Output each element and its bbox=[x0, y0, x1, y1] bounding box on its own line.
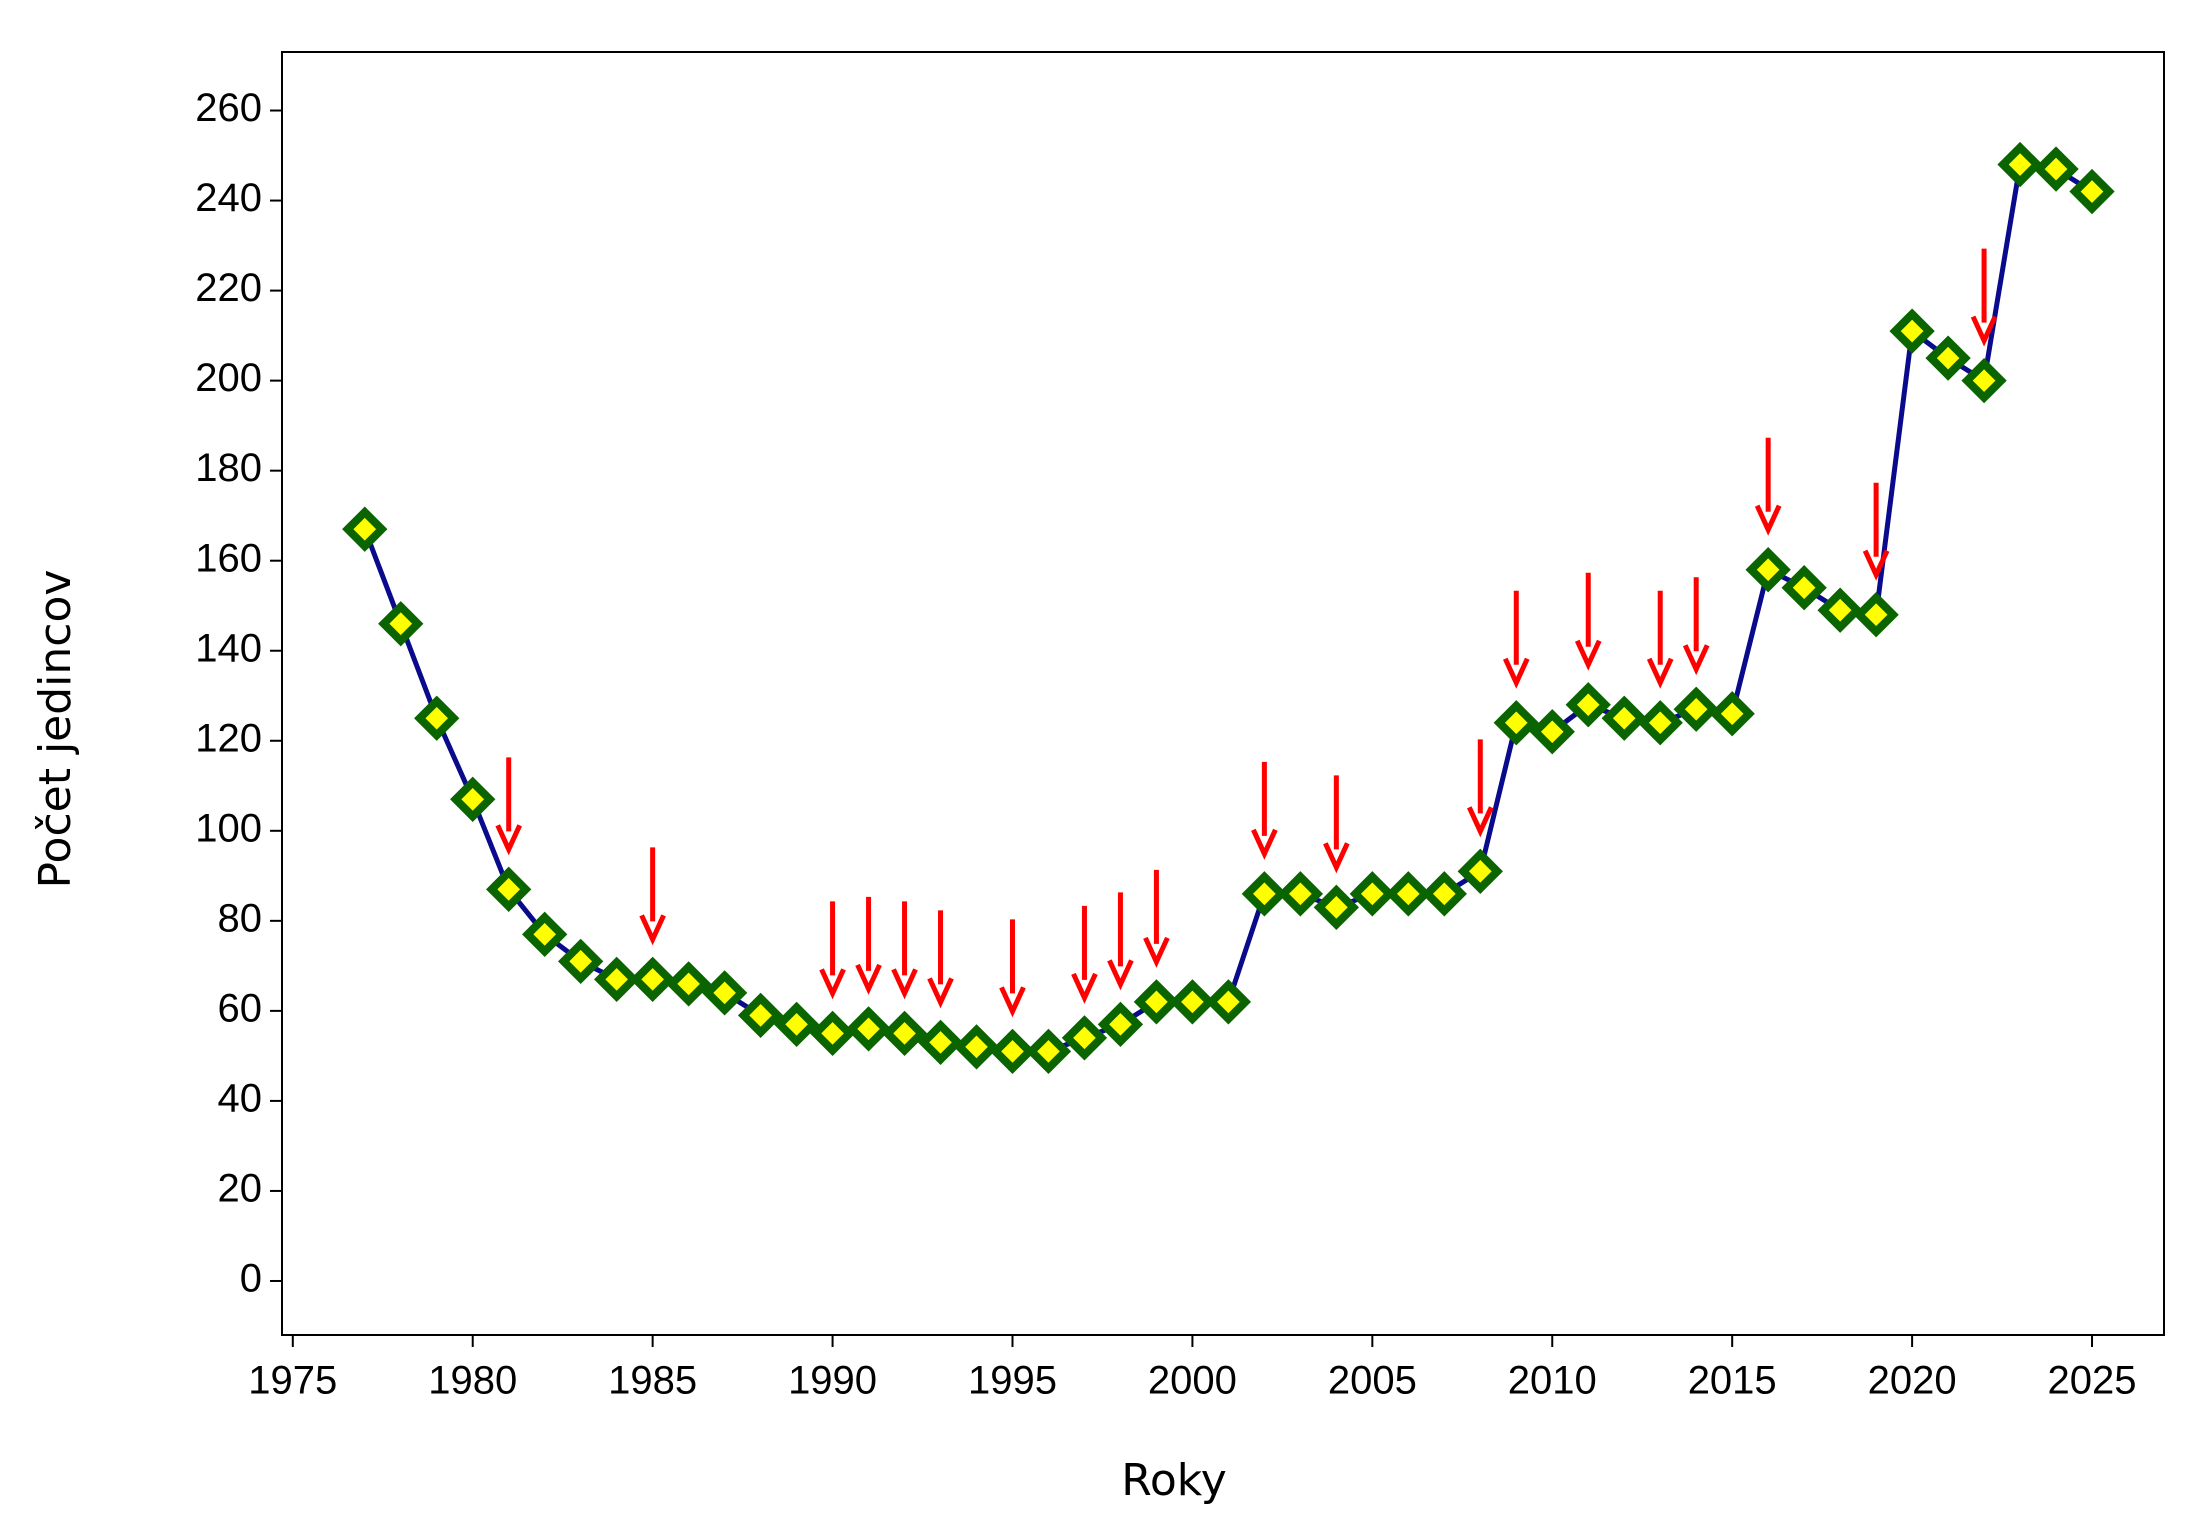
data-point bbox=[1241, 871, 1288, 917]
x-tick-label: 2000 bbox=[1148, 1359, 1237, 1403]
data-point bbox=[342, 506, 388, 552]
data-point bbox=[1673, 686, 1719, 732]
data-point bbox=[1277, 871, 1324, 917]
data-point bbox=[1817, 587, 1863, 633]
arrow bbox=[891, 901, 918, 1000]
data-point bbox=[629, 956, 676, 1003]
x-tick-label: 1975 bbox=[248, 1359, 337, 1403]
data-point bbox=[1421, 871, 1467, 917]
data-point bbox=[1169, 979, 1216, 1025]
data-point bbox=[1529, 709, 1575, 755]
data-point bbox=[1097, 1001, 1144, 1048]
x-tick-label: 2010 bbox=[1508, 1359, 1597, 1403]
arrow bbox=[855, 896, 882, 995]
x-tick-label: 1990 bbox=[788, 1359, 877, 1403]
data-point bbox=[378, 601, 424, 647]
y-tick-label: 180 bbox=[195, 446, 262, 490]
arrow bbox=[1862, 482, 1890, 581]
data-point bbox=[1637, 700, 1683, 746]
data-point bbox=[486, 866, 532, 912]
data-point bbox=[1889, 308, 1935, 354]
y-tick-label: 0 bbox=[240, 1257, 262, 1301]
y-tick-label: 200 bbox=[195, 356, 262, 400]
x-tick-label: 2005 bbox=[1328, 1359, 1417, 1403]
plot-frame bbox=[281, 51, 2165, 1336]
data-point bbox=[1061, 1015, 1108, 1061]
y-tick-label: 160 bbox=[195, 536, 262, 580]
data-point bbox=[1205, 979, 1252, 1025]
arrow bbox=[1467, 739, 1494, 838]
data-point bbox=[809, 1010, 856, 1057]
data-point bbox=[594, 956, 640, 1003]
y-tick-label: 140 bbox=[195, 626, 262, 670]
x-tick-label: 1980 bbox=[428, 1359, 517, 1403]
data-point bbox=[1709, 691, 1755, 737]
arrow bbox=[999, 919, 1026, 1018]
x-axis-title: Roky bbox=[1121, 1455, 1226, 1506]
x-tick-label: 2020 bbox=[1868, 1359, 1957, 1403]
data-point bbox=[881, 1010, 928, 1057]
data-point bbox=[1781, 565, 1827, 611]
data-point bbox=[1997, 141, 2043, 188]
x-tick-label: 2025 bbox=[2048, 1359, 2137, 1403]
data-point bbox=[558, 938, 604, 985]
data-point bbox=[1601, 695, 1647, 741]
y-axis-title: Počet jedincov bbox=[30, 570, 81, 889]
x-tick-label: 1995 bbox=[968, 1359, 1057, 1403]
arrow bbox=[1682, 577, 1710, 676]
data-point bbox=[1493, 700, 1539, 746]
arrow bbox=[1574, 572, 1602, 671]
data-point bbox=[701, 970, 748, 1016]
x-tick-label: 1985 bbox=[608, 1359, 697, 1403]
data-point bbox=[450, 776, 496, 822]
arrow bbox=[639, 847, 666, 946]
data-point bbox=[1025, 1028, 1072, 1075]
y-tick-label: 220 bbox=[195, 266, 262, 310]
data-point bbox=[1349, 871, 1395, 917]
data-point bbox=[2069, 168, 2115, 215]
y-tick-label: 20 bbox=[218, 1167, 263, 1211]
data-point bbox=[953, 1024, 1000, 1070]
arrow bbox=[1503, 590, 1530, 689]
data-point bbox=[2033, 146, 2079, 192]
arrow bbox=[1107, 892, 1134, 991]
y-tick-label: 40 bbox=[218, 1076, 263, 1120]
arrow bbox=[1251, 761, 1278, 860]
data-point bbox=[1457, 848, 1503, 894]
data-point bbox=[917, 1019, 964, 1066]
data-point bbox=[773, 1001, 820, 1048]
y-tick-label: 240 bbox=[195, 176, 262, 220]
arrow bbox=[1071, 905, 1098, 1004]
arrow bbox=[495, 757, 522, 856]
arrow bbox=[1143, 869, 1170, 968]
data-point bbox=[1961, 357, 2007, 404]
data-point bbox=[1565, 682, 1611, 728]
x-tick-label: 2015 bbox=[1688, 1359, 1777, 1403]
data-point bbox=[737, 992, 784, 1039]
data-point bbox=[845, 1006, 892, 1052]
arrow bbox=[1754, 437, 1782, 536]
data-point bbox=[1925, 335, 1971, 381]
y-tick-label: 260 bbox=[195, 86, 262, 130]
data-point bbox=[1385, 871, 1431, 917]
arrow bbox=[1323, 775, 1350, 874]
data-point bbox=[1853, 592, 1899, 638]
data-point bbox=[1745, 547, 1791, 593]
y-tick-label: 100 bbox=[195, 806, 262, 850]
data-point bbox=[1313, 884, 1360, 930]
y-tick-label: 60 bbox=[218, 986, 263, 1030]
arrow bbox=[819, 901, 846, 1000]
arrow bbox=[1970, 248, 1998, 347]
data-point bbox=[989, 1028, 1036, 1075]
y-tick-label: 120 bbox=[195, 716, 262, 760]
arrow bbox=[1646, 590, 1674, 689]
arrow bbox=[927, 910, 954, 1009]
y-tick-label: 80 bbox=[218, 896, 263, 940]
data-point bbox=[665, 961, 712, 1007]
data-point bbox=[1133, 979, 1180, 1025]
data-point bbox=[522, 911, 568, 958]
data-point bbox=[414, 695, 460, 741]
